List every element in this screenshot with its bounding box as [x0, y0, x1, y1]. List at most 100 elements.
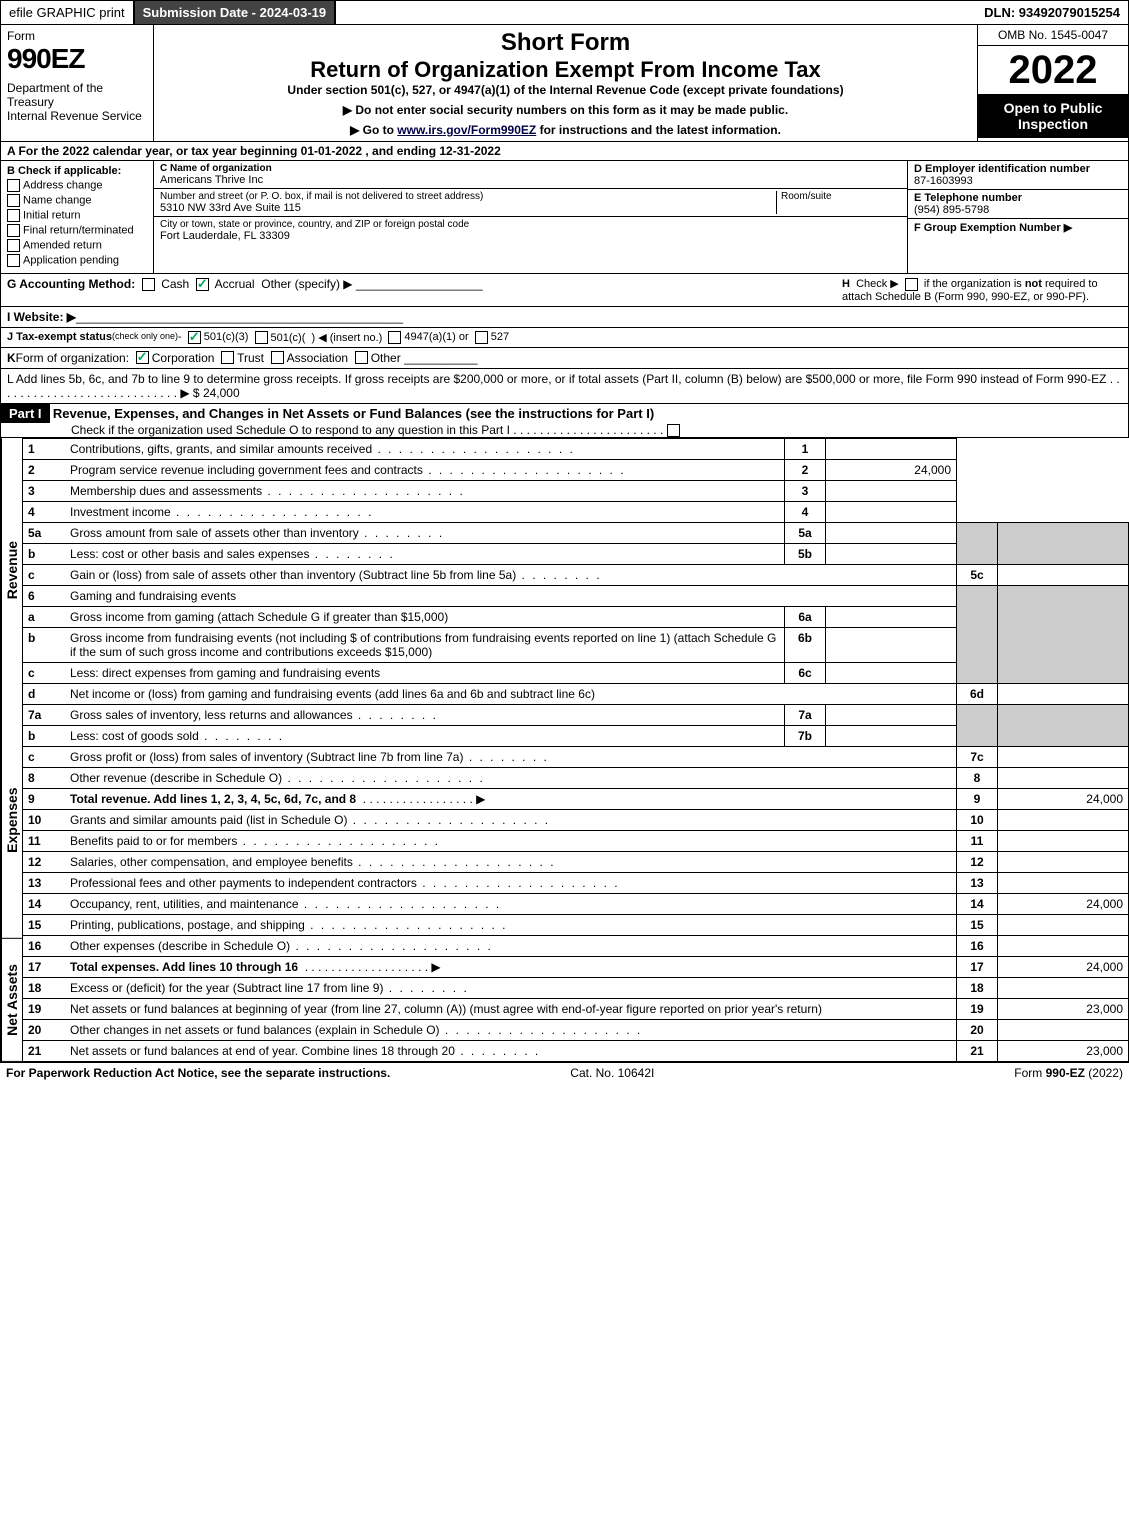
- checkbox-icon[interactable]: [136, 351, 149, 364]
- i-label: I Website: ▶: [7, 310, 76, 324]
- row-h: H Check ▶ if the organization is not req…: [842, 277, 1122, 303]
- line3-val: [826, 480, 957, 501]
- checkbox-icon[interactable]: [142, 278, 155, 291]
- g-cash: Cash: [161, 277, 189, 291]
- col-b: B Check if applicable: Address change Na…: [1, 161, 154, 273]
- checkbox-icon[interactable]: [196, 278, 209, 291]
- line4-desc: Investment income: [65, 501, 785, 522]
- line3-desc: Membership dues and assessments: [65, 480, 785, 501]
- row-gh: G Accounting Method: Cash Accrual Other …: [0, 274, 1129, 307]
- part1-label: Part I: [1, 404, 50, 423]
- chk-pending[interactable]: Application pending: [7, 254, 147, 267]
- line20-desc: Other changes in net assets or fund bala…: [65, 1019, 957, 1040]
- form-header-left: Form 990EZ Department of the Treasury In…: [1, 25, 154, 141]
- checkbox-icon: [7, 179, 20, 192]
- chk-initial[interactable]: Initial return: [7, 209, 147, 222]
- city: Fort Lauderdale, FL 33309: [160, 230, 469, 242]
- room-label: Room/suite: [781, 191, 901, 202]
- row-i: I Website: ▶ ___________________________…: [0, 307, 1129, 328]
- omb: OMB No. 1545-0047: [978, 25, 1128, 46]
- checkbox-icon: [7, 194, 20, 207]
- section-bcdef: B Check if applicable: Address change Na…: [0, 161, 1129, 274]
- form-header-right: OMB No. 1545-0047 2022 Open to Public In…: [977, 25, 1128, 141]
- line11-desc: Benefits paid to or for members: [65, 830, 957, 851]
- short-form: Short Form: [158, 29, 973, 57]
- row-c-street: Number and street (or P. O. box, if mail…: [154, 189, 907, 217]
- checkbox-icon: [7, 254, 20, 267]
- f-label: F Group Exemption Number ▶: [914, 222, 1072, 234]
- line8-desc: Other revenue (describe in Schedule O): [65, 767, 957, 788]
- line17-val: 24,000: [998, 956, 1129, 977]
- part1-title: Revenue, Expenses, and Changes in Net As…: [53, 406, 654, 421]
- row-f: F Group Exemption Number ▶: [908, 219, 1128, 236]
- row-c-city: City or town, state or province, country…: [154, 217, 907, 244]
- irs: Internal Revenue Service: [7, 109, 147, 123]
- line19-val: 23,000: [998, 998, 1129, 1019]
- line6c-desc: Less: direct expenses from gaming and fu…: [65, 662, 785, 683]
- line15-desc: Printing, publications, postage, and shi…: [65, 914, 957, 935]
- street-label: Number and street (or P. O. box, if mail…: [160, 191, 776, 202]
- line13-desc: Professional fees and other payments to …: [65, 872, 957, 893]
- col-b-title: B Check if applicable:: [7, 165, 121, 177]
- line12-desc: Salaries, other compensation, and employ…: [65, 851, 957, 872]
- checkbox-icon[interactable]: [255, 331, 268, 344]
- checkbox-icon[interactable]: [475, 331, 488, 344]
- row-j: J Tax-exempt status (check only one) - 5…: [0, 328, 1129, 348]
- c-label: C Name of organization: [160, 163, 272, 174]
- line5b-desc: Less: cost or other basis and sales expe…: [65, 543, 785, 564]
- line17-desc: Total expenses. Add lines 10 through 16 …: [65, 956, 957, 977]
- street: 5310 NW 33rd Ave Suite 115: [160, 202, 776, 214]
- col-def: D Employer identification number 87-1603…: [907, 161, 1128, 273]
- line7c-desc: Gross profit or (loss) from sales of inv…: [65, 746, 957, 767]
- ein: 87-1603993: [914, 175, 973, 187]
- g-other: Other (specify) ▶: [261, 277, 352, 291]
- checkbox-icon[interactable]: [355, 351, 368, 364]
- line1-val: [826, 438, 957, 459]
- line14-desc: Occupancy, rent, utilities, and maintena…: [65, 893, 957, 914]
- line9-val: 24,000: [998, 788, 1129, 809]
- line6a-desc: Gross income from gaming (attach Schedul…: [65, 606, 785, 627]
- instr2: ▶ Go to www.irs.gov/Form990EZ for instru…: [158, 123, 973, 137]
- checkbox-icon[interactable]: [188, 331, 201, 344]
- row-k: K Form of organization: Corporation Trus…: [0, 348, 1129, 369]
- e-label: E Telephone number: [914, 192, 1022, 204]
- checkbox-icon[interactable]: [388, 331, 401, 344]
- g-accrual: Accrual: [215, 277, 255, 291]
- line5c-desc: Gain or (loss) from sale of assets other…: [65, 564, 957, 585]
- d-label: D Employer identification number: [914, 163, 1090, 175]
- line5a-desc: Gross amount from sale of assets other t…: [65, 522, 785, 543]
- city-label: City or town, state or province, country…: [160, 219, 469, 230]
- line1-desc: Contributions, gifts, grants, and simila…: [65, 438, 785, 459]
- form-header: Form 990EZ Department of the Treasury In…: [0, 25, 1129, 142]
- open-inspection: Open to Public Inspection: [978, 94, 1128, 138]
- form-subtitle: Under section 501(c), 527, or 4947(a)(1)…: [158, 83, 973, 97]
- tax-year: 2022: [978, 46, 1128, 94]
- line7b-desc: Less: cost of goods sold: [65, 725, 785, 746]
- submission-date: Submission Date - 2024-03-19: [135, 1, 337, 24]
- line16-desc: Other expenses (describe in Schedule O): [65, 935, 957, 956]
- checkbox-icon[interactable]: [271, 351, 284, 364]
- form-title: Return of Organization Exempt From Incom…: [158, 57, 973, 83]
- row-c-name: C Name of organization Americans Thrive …: [154, 161, 907, 189]
- irs-link[interactable]: www.irs.gov/Form990EZ: [397, 123, 536, 137]
- revenue-label: Revenue: [1, 438, 22, 702]
- row-l: L Add lines 5b, 6c, and 7b to line 9 to …: [0, 369, 1129, 404]
- chk-name[interactable]: Name change: [7, 194, 147, 207]
- footer-mid: Cat. No. 10642I: [570, 1066, 654, 1080]
- line18-desc: Excess or (deficit) for the year (Subtra…: [65, 977, 957, 998]
- chk-address[interactable]: Address change: [7, 179, 147, 192]
- chk-final[interactable]: Final return/terminated: [7, 224, 147, 237]
- line2-desc: Program service revenue including govern…: [65, 459, 785, 480]
- checkbox-icon: [7, 224, 20, 237]
- checkbox-icon[interactable]: [667, 424, 680, 437]
- row-e: E Telephone number (954) 895-5798: [908, 190, 1128, 219]
- form-word: Form: [7, 29, 147, 43]
- top-bar: efile GRAPHIC print Submission Date - 20…: [0, 0, 1129, 25]
- checkbox-icon[interactable]: [221, 351, 234, 364]
- chk-amended[interactable]: Amended return: [7, 239, 147, 252]
- lines-table: 1Contributions, gifts, grants, and simil…: [22, 438, 1129, 1062]
- col-c: C Name of organization Americans Thrive …: [154, 161, 907, 273]
- checkbox-icon[interactable]: [905, 278, 918, 291]
- l-amount: 24,000: [203, 386, 240, 400]
- line14-val: 24,000: [998, 893, 1129, 914]
